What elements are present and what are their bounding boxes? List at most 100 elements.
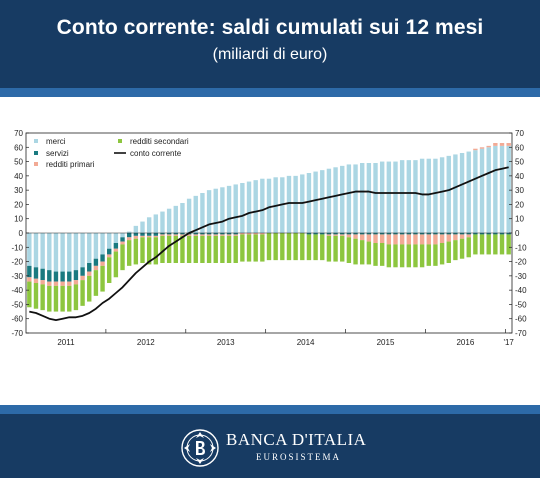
bar-merci-2016-05	[453, 154, 458, 233]
bar-servizi-2015-04	[366, 233, 372, 235]
bar-redditi-primari-2015-12	[419, 234, 425, 245]
bar-servizi-2015-10	[406, 233, 411, 235]
bar-merci-2014-09	[320, 170, 325, 233]
bar-redditi-primari-2015-08	[393, 234, 398, 245]
bar-redditi-secondari-2011-12	[100, 265, 105, 292]
bar-redditi-primari-2011-04	[47, 281, 52, 286]
bar-servizi-2011-12	[100, 254, 105, 262]
bar-servizi-2014-11	[333, 233, 338, 235]
bar-servizi-2016-12	[499, 233, 505, 235]
y-tick-label-left: 60	[14, 143, 23, 152]
bar-servizi-2014-08	[313, 233, 318, 235]
bar-redditi-primari-2011-11	[93, 265, 99, 271]
bar-redditi-secondari-2015-01	[346, 237, 352, 263]
bar-redditi-secondari-2012-08	[153, 237, 159, 265]
bar-redditi-primari-2012-09	[160, 234, 165, 236]
bar-redditi-secondari-2013-04	[206, 235, 212, 263]
bar-redditi-secondari-2015-07	[386, 244, 392, 268]
bar-redditi-secondari-2012-01	[107, 257, 112, 283]
bar-redditi-primari-2011-05	[53, 281, 59, 286]
bar-redditi-secondari-2016-03	[439, 243, 445, 265]
bar-redditi-secondari-2012-10	[166, 235, 172, 263]
logo: BANCA D'ITALIA EUROSISTEMA	[180, 426, 380, 470]
bar-redditi-secondari-2011-03	[40, 284, 45, 311]
bar-merci-2016-09	[479, 148, 485, 233]
bar-servizi-2012-11	[173, 233, 178, 235]
bar-redditi-secondari-2015-12	[419, 244, 425, 268]
bar-merci-2013-08	[233, 184, 238, 233]
bar-redditi-secondari-2014-01	[266, 233, 272, 261]
bar-servizi-2011-11	[93, 258, 99, 266]
y-tick-label-right: 20	[515, 200, 524, 209]
bar-servizi-2011-02	[33, 267, 39, 279]
bar-servizi-2014-10	[326, 233, 332, 235]
bar-servizi-2011-08	[73, 270, 79, 281]
legend-label-merci: merci	[46, 137, 66, 146]
legend-label-redditi-primari: redditi primari	[46, 160, 95, 169]
y-tick-label-left: 20	[14, 200, 23, 209]
bar-redditi-primari-2014-10	[326, 234, 332, 236]
bar-merci-2013-10	[246, 181, 252, 233]
bar-redditi-secondari-2014-09	[320, 234, 325, 261]
bar-servizi-2013-06	[220, 233, 225, 235]
bar-merci-2012-01	[107, 233, 112, 249]
bars-group	[27, 143, 511, 322]
bar-redditi-secondari-2011-09	[80, 280, 85, 306]
bar-servizi-2016-11	[493, 233, 498, 235]
bar-redditi-secondari-2011-04	[47, 285, 52, 312]
bar-servizi-2011-03	[40, 268, 45, 281]
bar-redditi-secondari-2014-05	[293, 233, 298, 261]
bar-merci-2011-08	[73, 233, 79, 271]
x-tick-label: '17	[503, 338, 514, 347]
bar-redditi-secondari-2013-06	[220, 235, 225, 263]
bar-merci-2014-08	[313, 171, 318, 233]
bar-redditi-secondari-2012-09	[160, 235, 165, 263]
bar-merci-2014-11	[333, 167, 338, 233]
bar-redditi-primari-2015-10	[406, 234, 411, 245]
bar-redditi-primari-2011-07	[67, 281, 72, 286]
bar-redditi-secondari-2011-06	[60, 285, 65, 312]
bar-merci-2012-12	[180, 203, 185, 233]
legend-swatch-merci	[34, 139, 38, 143]
bar-redditi-primari-2015-06	[379, 234, 385, 243]
bar-servizi-2012-04	[126, 233, 132, 238]
bar-merci-2012-08	[153, 214, 159, 233]
bar-redditi-primari-2016-07	[466, 234, 471, 238]
bar-redditi-primari-2016-09	[479, 147, 485, 149]
bar-redditi-primari-2016-06	[459, 234, 465, 239]
legend-label-redditi-secondari: redditi secondari	[130, 137, 189, 146]
bar-servizi-2015-08	[393, 233, 398, 235]
bar-redditi-secondari-2014-02	[273, 233, 278, 261]
bar-servizi-2012-10	[166, 233, 172, 235]
bar-redditi-primari-2016-08	[473, 148, 478, 151]
bar-merci-2011-04	[47, 233, 52, 271]
axes-group: -70 -70 -60 -60 -50 -50 -40 -40 -30 -30 -20 -20 -10 -…	[11, 129, 527, 347]
bar-redditi-primari-2011-06	[60, 281, 65, 286]
bar-servizi-2014-07	[306, 233, 312, 235]
bar-servizi-2016-05	[453, 233, 458, 235]
bar-servizi-2012-01	[107, 248, 112, 255]
bar-redditi-primari-2015-04	[366, 234, 372, 242]
bar-redditi-primari-2011-09	[80, 275, 85, 281]
bar-servizi-2014-12	[340, 233, 345, 235]
bar-servizi-2011-01	[27, 265, 32, 278]
bar-merci-2011-06	[60, 233, 65, 272]
bar-redditi-primari-2013-01	[186, 234, 192, 236]
bar-redditi-secondari-2016-06	[459, 238, 465, 259]
bar-redditi-primari-2016-10	[486, 145, 491, 148]
bar-merci-2016-04	[446, 155, 451, 233]
bar-servizi-2012-05	[133, 233, 139, 236]
bar-redditi-primari-2012-08	[153, 235, 159, 238]
bar-redditi-primari-2016-05	[453, 234, 458, 241]
bar-redditi-primari-2012-01	[107, 254, 112, 258]
bar-servizi-2015-02	[353, 233, 358, 235]
y-tick-label-right: 30	[515, 186, 524, 195]
header-stripe	[0, 88, 540, 97]
bar-redditi-primari-2016-12	[499, 143, 505, 146]
bar-merci-2014-10	[326, 168, 332, 233]
bar-redditi-primari-2015-11	[413, 234, 418, 245]
bar-redditi-primari-2016-04	[446, 234, 451, 242]
bar-redditi-secondari-2013-03	[200, 235, 205, 263]
bar-redditi-primari-2012-03	[120, 241, 125, 245]
y-tick-label-left: 50	[14, 158, 23, 167]
